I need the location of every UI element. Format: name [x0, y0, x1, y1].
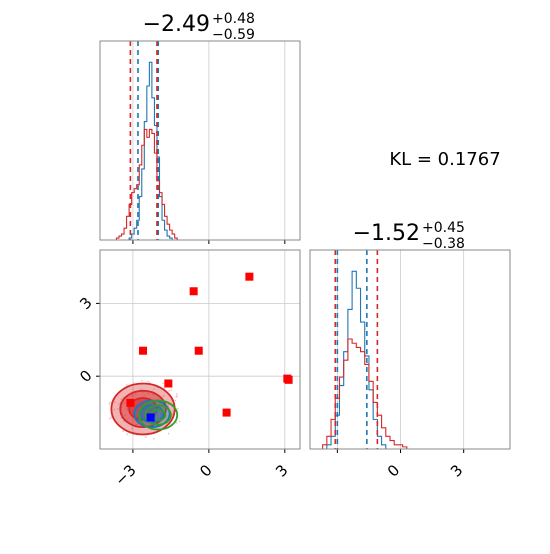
sample-point: [170, 389, 173, 392]
sample-point: [152, 393, 155, 396]
sample-point: [135, 423, 138, 426]
sample-point: [140, 379, 143, 382]
sample-point: [109, 401, 112, 404]
red-sample-marker: [139, 346, 148, 355]
sample-point: [175, 395, 178, 398]
sample-point: [174, 399, 177, 402]
sample-point: [126, 433, 128, 436]
sample-point: [147, 380, 149, 383]
true-value-marker: [146, 413, 155, 422]
sample-point: [144, 436, 147, 439]
sample-point: [153, 388, 155, 390]
title-minus-error: −0.38: [422, 236, 465, 252]
sample-point: [166, 403, 168, 406]
sample-point: [108, 403, 111, 405]
red-sample-marker: [164, 379, 173, 388]
sample-point: [176, 393, 178, 395]
axes-frame: [99, 40, 301, 241]
x-tick-label: 0: [384, 461, 403, 480]
red-sample-marker: [245, 272, 254, 281]
sample-point: [122, 430, 124, 432]
sample-point: [113, 408, 116, 411]
marginal-histogram-param-1: −2.49 +0.48−0.59: [99, 11, 301, 244]
sample-point: [110, 416, 113, 419]
sample-point: [147, 392, 149, 395]
sample-point: [118, 403, 120, 405]
joint-scatter-panel: −3 0 3 0 3: [76, 249, 301, 489]
title-median: −1.52: [353, 221, 420, 246]
sample-point: [153, 437, 155, 440]
sample-point: [134, 393, 137, 395]
title-median: −2.49: [143, 12, 210, 37]
sample-point: [116, 407, 119, 410]
red-sample-marker: [189, 287, 198, 296]
sample-point: [177, 407, 179, 410]
panel-title: −1.52 +0.45−0.38: [353, 220, 465, 252]
sample-point: [139, 388, 142, 390]
sample-point: [157, 403, 160, 405]
sample-point: [178, 420, 181, 423]
histogram-series: [128, 61, 173, 240]
sample-point: [162, 382, 165, 385]
red-sample-marker: [284, 375, 293, 384]
x-tick-label: 0: [196, 461, 215, 480]
sample-point: [126, 409, 129, 411]
sample-point: [126, 407, 128, 410]
y-tick-label: 0: [76, 366, 95, 385]
kl-divergence-label: KL = 0.1767: [389, 149, 500, 170]
sample-point: [121, 406, 123, 409]
sample-point: [149, 381, 151, 384]
sample-point: [124, 414, 126, 417]
sample-point: [168, 390, 170, 392]
contour-level: [144, 404, 172, 426]
title-plus-error: +0.45: [422, 220, 465, 236]
axes-frame: [99, 249, 301, 450]
red-sample-marker: [126, 398, 135, 407]
sample-point: [123, 402, 126, 405]
panel-title: −2.49 +0.48−0.59: [143, 11, 255, 43]
sample-point: [163, 387, 165, 389]
x-tick-label: 3: [272, 461, 291, 480]
y-tick-label: 3: [76, 294, 95, 313]
contour-level: [138, 399, 179, 431]
red-sample-marker: [194, 346, 203, 355]
red-sample-marker: [222, 408, 231, 417]
sample-point: [126, 406, 129, 409]
sample-point: [123, 420, 125, 422]
title-minus-error: −0.59: [212, 27, 255, 43]
histogram-series: [115, 128, 178, 240]
sample-point: [175, 421, 178, 424]
sample-point: [160, 413, 162, 415]
sample-point: [143, 394, 145, 397]
sample-point: [109, 417, 111, 420]
sample-point: [167, 403, 170, 406]
axes-frame: [309, 249, 511, 450]
sample-point: [167, 432, 170, 435]
sample-point: [120, 398, 123, 400]
sample-point: [114, 401, 116, 404]
marginal-histogram-param-2: −1.52 +0.45−0.38 0 3: [309, 220, 511, 481]
sample-point: [132, 381, 135, 384]
sample-point: [131, 394, 134, 397]
sample-point: [130, 427, 133, 430]
x-tick-label: 3: [447, 461, 466, 480]
sample-point: [125, 384, 128, 386]
title-plus-error: +0.48: [212, 11, 255, 27]
x-tick-label: −3: [111, 461, 139, 489]
sample-point: [162, 395, 165, 397]
sample-point: [120, 417, 123, 419]
